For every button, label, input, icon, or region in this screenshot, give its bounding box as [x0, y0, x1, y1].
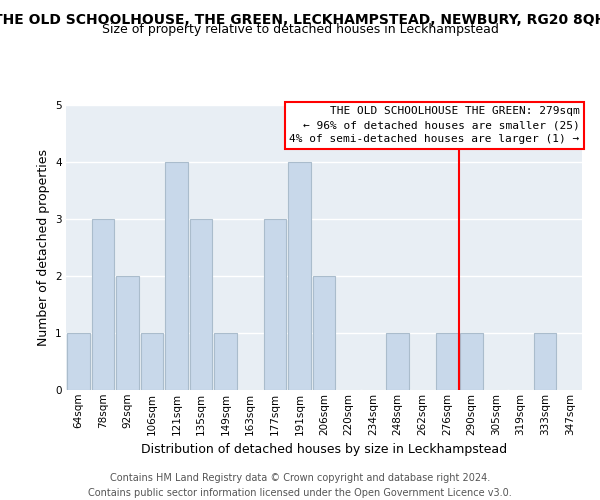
Bar — [92, 219, 114, 390]
Bar — [534, 333, 556, 390]
Text: THE OLD SCHOOLHOUSE, THE GREEN, LECKHAMPSTEAD, NEWBURY, RG20 8QH: THE OLD SCHOOLHOUSE, THE GREEN, LECKHAMP… — [0, 12, 600, 26]
Text: Size of property relative to detached houses in Leckhampstead: Size of property relative to detached ho… — [101, 22, 499, 36]
Y-axis label: Number of detached properties: Number of detached properties — [37, 149, 50, 346]
Bar — [116, 276, 139, 390]
Bar — [288, 162, 311, 390]
Text: THE OLD SCHOOLHOUSE THE GREEN: 279sqm
← 96% of detached houses are smaller (25)
: THE OLD SCHOOLHOUSE THE GREEN: 279sqm ← … — [289, 106, 580, 144]
Bar — [190, 219, 212, 390]
X-axis label: Distribution of detached houses by size in Leckhampstead: Distribution of detached houses by size … — [141, 443, 507, 456]
Bar — [386, 333, 409, 390]
Bar — [436, 333, 458, 390]
Bar — [263, 219, 286, 390]
Bar — [165, 162, 188, 390]
Bar — [67, 333, 89, 390]
Bar — [313, 276, 335, 390]
Bar — [140, 333, 163, 390]
Bar — [214, 333, 237, 390]
Bar — [460, 333, 483, 390]
Text: Contains HM Land Registry data © Crown copyright and database right 2024.
Contai: Contains HM Land Registry data © Crown c… — [88, 472, 512, 498]
